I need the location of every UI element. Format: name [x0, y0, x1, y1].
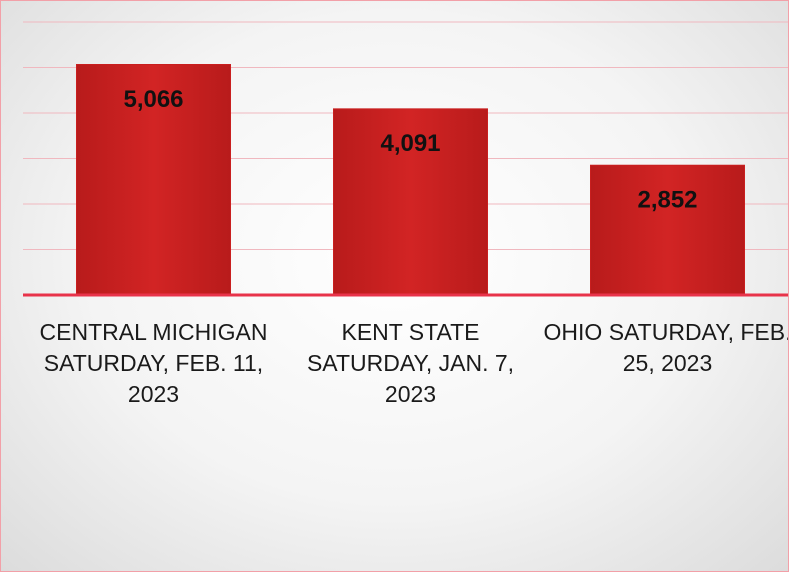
x-tick-label: KENT STATE SATURDAY, JAN. 7, 2023: [306, 319, 515, 407]
bar: [333, 108, 488, 296]
x-tick-label: OHIO SATURDAY, FEB. 25, 2023: [543, 319, 789, 376]
bar: [590, 164, 745, 296]
value-label: 2,852: [637, 187, 697, 214]
value-label: 5,066: [123, 86, 183, 113]
value-label: 4,091: [380, 130, 440, 157]
x-tick-label: CENTRAL MICHIGAN SATURDAY, FEB. 11, 2023: [39, 319, 268, 407]
